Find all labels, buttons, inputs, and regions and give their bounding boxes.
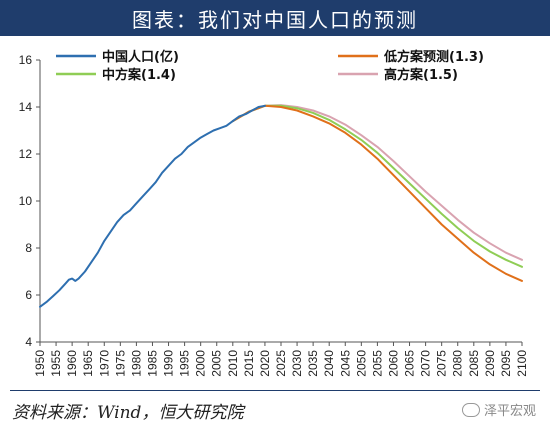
x-tick-label: 2035	[306, 350, 320, 377]
footer-divider	[10, 390, 540, 391]
x-tick-label: 2065	[403, 350, 417, 377]
x-tick-label: 2005	[210, 350, 224, 377]
x-tick-label: 2060	[386, 350, 400, 377]
y-tick-label: 8	[25, 241, 32, 255]
x-tick-label: 1980	[129, 350, 143, 377]
x-tick-label: 2095	[499, 350, 513, 377]
series-line-1	[231, 104, 523, 282]
x-tick-label: 2045	[338, 350, 352, 377]
y-tick-label: 16	[19, 53, 33, 67]
chart-title: 图表：我们对中国人口的预测	[132, 7, 418, 32]
source-note: 资料来源：Wind，恒大研究院	[12, 403, 244, 423]
series-line-2	[231, 104, 523, 268]
x-tick-label: 1970	[97, 350, 111, 377]
y-tick-label: 12	[19, 147, 33, 161]
x-tick-label: 1965	[81, 350, 95, 377]
x-tick-label: 2010	[226, 350, 240, 377]
legend-label-2: 中方案(1.4)	[102, 67, 176, 83]
series-line-0	[39, 104, 266, 308]
x-tick-label: 2030	[290, 350, 304, 377]
x-tick-label: 1975	[113, 350, 127, 377]
legend-label-0: 中国人口(亿)	[102, 49, 179, 65]
y-tick-label: 4	[25, 335, 32, 349]
x-tick-label: 2080	[451, 350, 465, 377]
legend: 中国人口(亿) 中方案(1.4) 低方案预测(1.3) 高方案(1.5)	[56, 49, 484, 83]
series-layer	[39, 104, 523, 308]
x-tick-label: 2050	[354, 350, 368, 377]
x-tick-label: 2040	[322, 350, 336, 377]
x-tick-label: 1990	[162, 350, 176, 377]
y-tick-label: 14	[19, 100, 33, 114]
y-tick-label: 6	[25, 288, 32, 302]
x-tick-label: 1955	[49, 350, 63, 377]
x-tick-label: 2055	[370, 350, 384, 377]
x-tick-label: 2070	[419, 350, 433, 377]
x-tick-label: 2025	[274, 350, 288, 377]
watermark-label: 泽平宏观	[483, 404, 536, 419]
x-tick-label: 2075	[435, 350, 449, 377]
series-line-3	[231, 104, 523, 261]
x-tick-label: 1995	[178, 350, 192, 377]
wechat-icon	[461, 402, 480, 417]
x-tick-label: 2100	[515, 350, 529, 377]
chart-title-bar: 图表：我们对中国人口的预测	[0, 0, 550, 36]
x-tick-label: 2000	[194, 350, 208, 377]
x-tick-label: 1985	[145, 350, 159, 377]
watermark: 泽平宏观	[461, 400, 536, 419]
x-tick-label: 2090	[483, 350, 497, 377]
y-tick-label: 10	[19, 194, 33, 208]
x-tick-label: 2020	[258, 350, 272, 377]
x-tick-label: 1960	[65, 350, 79, 377]
x-tick-label: 2015	[242, 350, 256, 377]
legend-label-1: 低方案预测(1.3)	[383, 49, 484, 65]
x-tick-label: 1950	[33, 350, 47, 377]
legend-label-3: 高方案(1.5)	[384, 67, 458, 83]
x-tick-label: 2085	[467, 350, 481, 377]
